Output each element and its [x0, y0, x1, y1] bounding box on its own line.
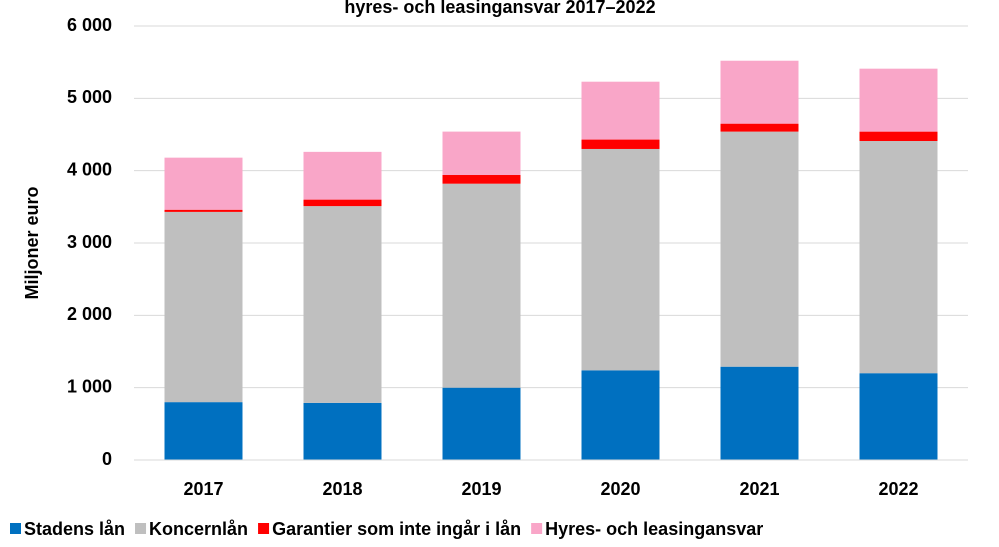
- bar-segment: [581, 81, 660, 140]
- y-tick-label: 1 000: [67, 376, 112, 396]
- bar-segment: [303, 151, 382, 200]
- bar-segment: [303, 206, 382, 403]
- chart-title: hyres- och leasingansvar 2017–2022: [344, 0, 655, 17]
- y-tick-label: 5 000: [67, 87, 112, 107]
- y-tick-label: 0: [102, 449, 112, 469]
- legend-label: Hyres- och leasingansvar: [545, 519, 763, 539]
- y-tick-label: 6 000: [67, 15, 112, 35]
- bar-segment: [442, 183, 521, 388]
- bar-segment: [720, 131, 799, 367]
- x-tick-label: 2019: [461, 479, 501, 499]
- x-tick-label: 2022: [878, 479, 918, 499]
- bar-segment: [581, 370, 660, 460]
- x-tick-label: 2017: [183, 479, 223, 499]
- legend-swatch: [258, 523, 270, 534]
- bar-segment: [859, 141, 938, 374]
- bar-segment: [720, 60, 799, 124]
- bar-segment: [164, 402, 243, 460]
- x-tick-label: 2018: [322, 479, 362, 499]
- bar-segment: [859, 68, 938, 132]
- y-tick-label: 3 000: [67, 232, 112, 252]
- bar-segment: [164, 157, 243, 210]
- bar-segment: [164, 211, 243, 403]
- legend-label: Garantier som inte ingår i lån: [272, 519, 521, 539]
- legend-label: Koncernlån: [149, 519, 248, 539]
- bar-segment: [859, 373, 938, 460]
- y-tick-label: 2 000: [67, 304, 112, 324]
- y-tick-label: 4 000: [67, 159, 112, 179]
- bar-segment: [581, 148, 660, 371]
- legend-label: Stadens lån: [24, 519, 125, 539]
- bar-segment: [859, 131, 938, 142]
- bar-segment: [442, 387, 521, 460]
- legend-swatch: [135, 523, 147, 534]
- legend-swatch: [10, 523, 21, 534]
- x-tick-label: 2020: [600, 479, 640, 499]
- bar-segment: [303, 402, 382, 460]
- bar-segment: [164, 209, 243, 212]
- bar-segment: [720, 123, 799, 132]
- bar-segment: [303, 199, 382, 207]
- bar-segment: [442, 131, 521, 176]
- y-axis-label: Miljoner euro: [22, 186, 42, 299]
- bar-segment: [442, 175, 521, 184]
- bar-segment: [581, 139, 660, 149]
- legend-swatch: [531, 523, 543, 534]
- bar-segment: [720, 366, 799, 460]
- x-tick-label: 2021: [739, 479, 779, 499]
